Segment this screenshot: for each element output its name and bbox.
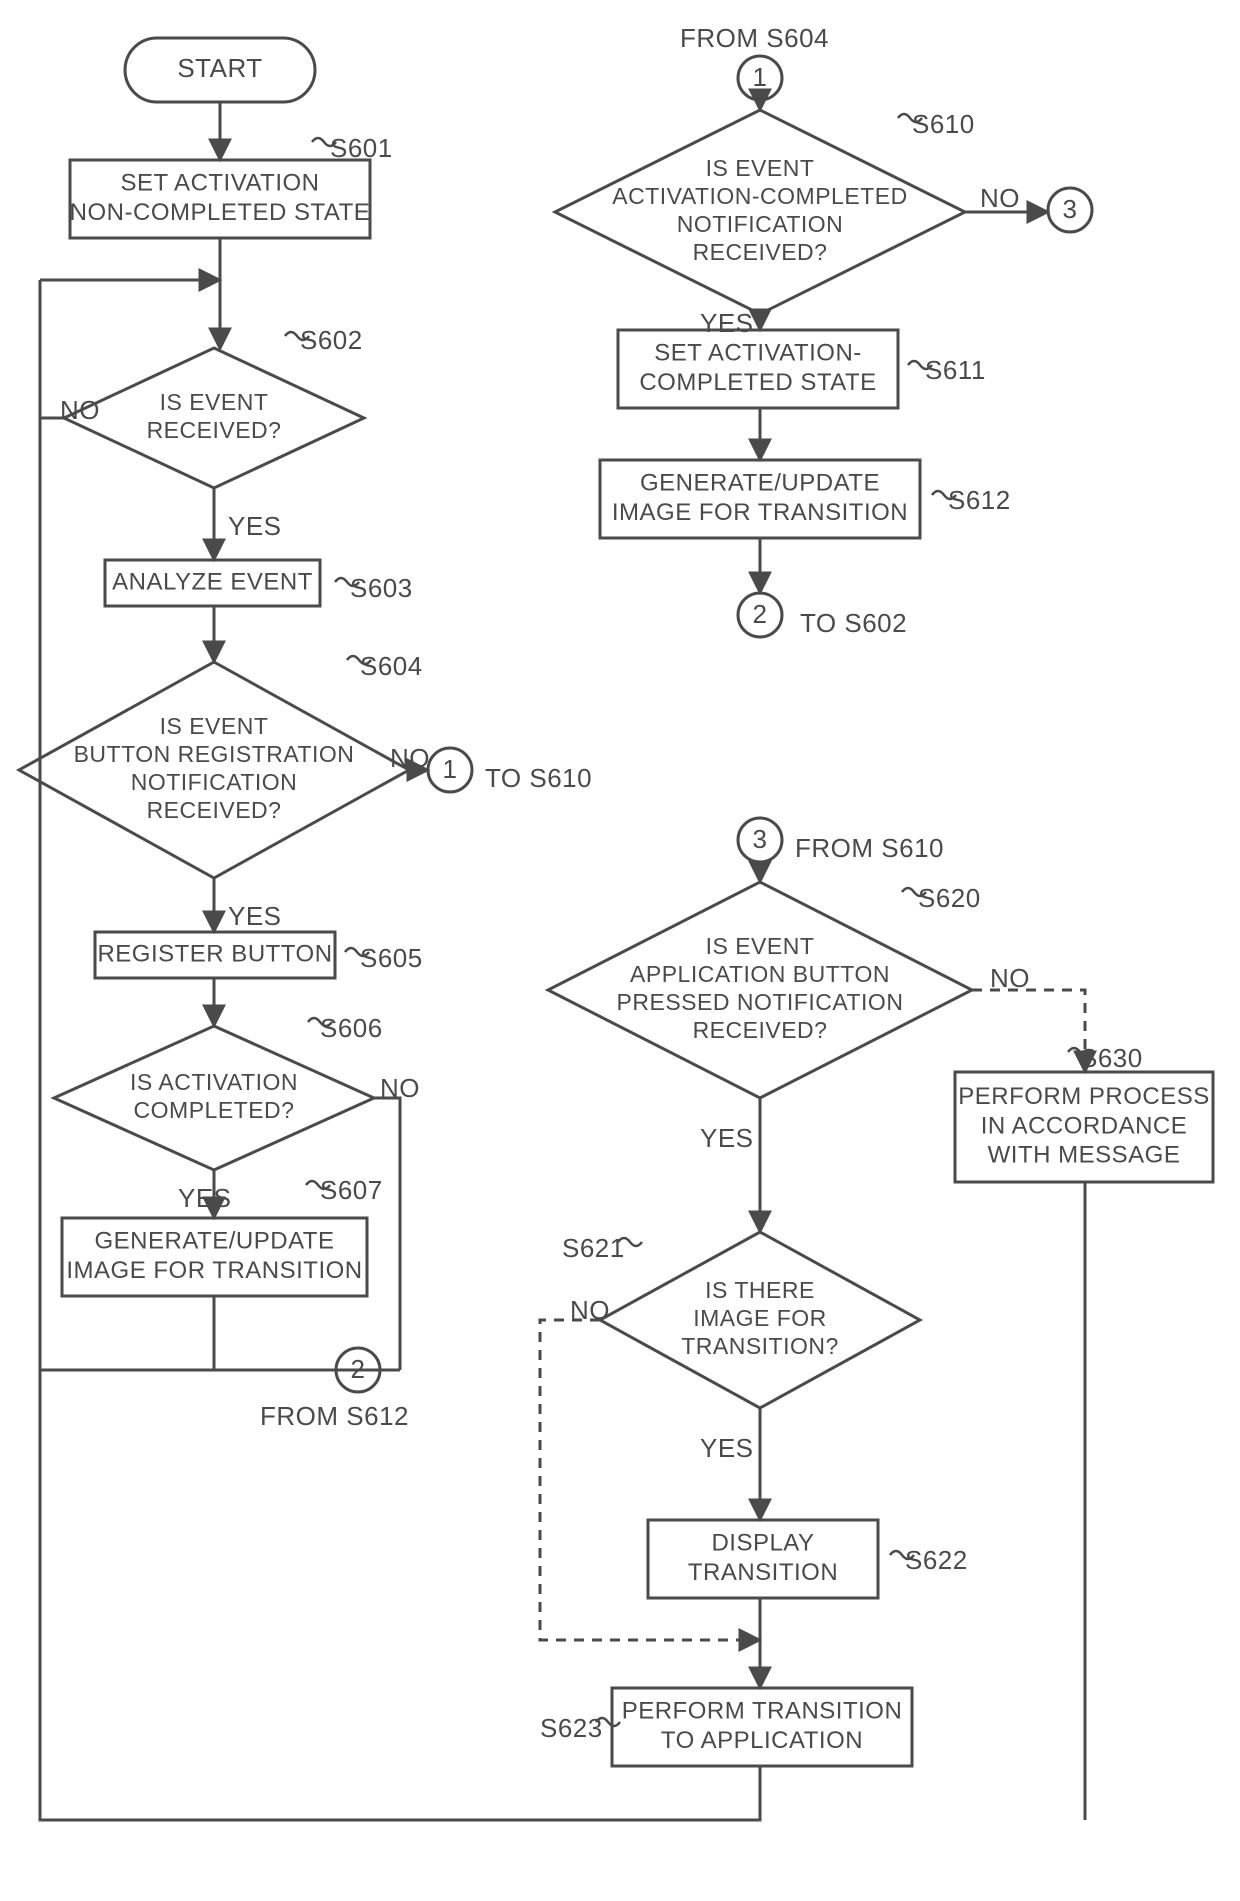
label-from_s612: FROM S612 <box>260 1401 409 1431</box>
flowchart-diagram: START SET ACTIVATIONNON-COMPLETED STATE AN… <box>0 0 1240 1901</box>
svg-text:IS THERE: IS THERE <box>705 1277 815 1303</box>
svg-text:3: 3 <box>753 824 768 854</box>
svg-text:START: START <box>177 53 262 83</box>
label-yes606: YES <box>178 1183 232 1213</box>
svg-text:2: 2 <box>753 599 768 629</box>
edge <box>40 1370 760 1820</box>
label-yes604: YES <box>228 901 282 931</box>
svg-text:PERFORM PROCESS: PERFORM PROCESS <box>958 1083 1210 1110</box>
svg-text:PERFORM TRANSITION: PERFORM TRANSITION <box>622 1698 903 1725</box>
label-s622: S622 <box>905 1545 968 1575</box>
label-to_s610: TO S610 <box>485 763 592 793</box>
label-no621: NO <box>570 1295 610 1325</box>
svg-text:GENERATE/UPDATE: GENERATE/UPDATE <box>640 470 880 497</box>
svg-text:REGISTER BUTTON: REGISTER BUTTON <box>97 940 332 967</box>
svg-text:BUTTON REGISTRATION: BUTTON REGISTRATION <box>74 741 355 767</box>
label-yes620: YES <box>700 1123 754 1153</box>
svg-text:APPLICATION BUTTON: APPLICATION BUTTON <box>630 961 890 987</box>
label-s606: S606 <box>320 1013 383 1043</box>
label-yes602: YES <box>228 511 282 541</box>
label-s621: S621 <box>562 1233 625 1263</box>
svg-text:1: 1 <box>753 62 768 92</box>
svg-text:RECEIVED?: RECEIVED? <box>147 797 282 823</box>
svg-text:GENERATE/UPDATE: GENERATE/UPDATE <box>95 1228 335 1255</box>
svg-text:IMAGE FOR TRANSITION: IMAGE FOR TRANSITION <box>612 499 908 526</box>
svg-text:RECEIVED?: RECEIVED? <box>147 417 282 443</box>
svg-text:IS EVENT: IS EVENT <box>706 155 815 181</box>
label-no602: NO <box>60 395 100 425</box>
svg-text:1: 1 <box>443 754 458 784</box>
svg-text:ANALYZE EVENT: ANALYZE EVENT <box>112 568 313 595</box>
label-s604: S604 <box>360 651 423 681</box>
svg-text:PRESSED NOTIFICATION: PRESSED NOTIFICATION <box>617 989 904 1015</box>
label-yes621: YES <box>700 1433 754 1463</box>
label-yes610: YES <box>700 308 754 338</box>
svg-text:IS EVENT: IS EVENT <box>160 389 269 415</box>
svg-text:TRANSITION?: TRANSITION? <box>681 1333 839 1359</box>
label-s601: S601 <box>330 133 393 163</box>
label-s630: S630 <box>1080 1043 1143 1073</box>
svg-text:TRANSITION: TRANSITION <box>688 1559 838 1586</box>
edge-dashed <box>972 990 1085 1072</box>
svg-text:IS EVENT: IS EVENT <box>160 713 269 739</box>
svg-text:IS EVENT: IS EVENT <box>706 933 815 959</box>
label-s607: S607 <box>320 1175 383 1205</box>
label-s603: S603 <box>350 573 413 603</box>
label-s620: S620 <box>918 883 981 913</box>
label-to_s602: TO S602 <box>800 608 907 638</box>
svg-text:NOTIFICATION: NOTIFICATION <box>131 769 298 795</box>
svg-text:RECEIVED?: RECEIVED? <box>693 1017 828 1043</box>
label-s610: S610 <box>912 109 975 139</box>
svg-text:IS ACTIVATION: IS ACTIVATION <box>130 1069 298 1095</box>
edge-dashed <box>540 1320 760 1640</box>
label-no620: NO <box>990 963 1030 993</box>
svg-text:2: 2 <box>351 1354 366 1384</box>
svg-text:COMPLETED STATE: COMPLETED STATE <box>639 369 876 396</box>
svg-text:RECEIVED?: RECEIVED? <box>693 239 828 265</box>
label-s605: S605 <box>360 943 423 973</box>
label-s602: S602 <box>300 325 363 355</box>
svg-text:DISPLAY: DISPLAY <box>711 1530 814 1557</box>
label-no606: NO <box>380 1073 420 1103</box>
svg-text:IMAGE FOR TRANSITION: IMAGE FOR TRANSITION <box>66 1257 362 1284</box>
svg-text:COMPLETED?: COMPLETED? <box>134 1097 295 1123</box>
svg-text:NOTIFICATION: NOTIFICATION <box>677 211 844 237</box>
label-s612: S612 <box>948 485 1011 515</box>
label-no610: NO <box>980 183 1020 213</box>
label-no604: NO <box>390 743 430 773</box>
svg-text:SET ACTIVATION: SET ACTIVATION <box>120 170 319 197</box>
svg-text:IMAGE FOR: IMAGE FOR <box>693 1305 827 1331</box>
svg-text:3: 3 <box>1063 194 1078 224</box>
label-s623: S623 <box>540 1713 603 1743</box>
svg-text:IN ACCORDANCE: IN ACCORDANCE <box>981 1112 1188 1139</box>
svg-text:SET ACTIVATION-: SET ACTIVATION- <box>654 340 862 367</box>
svg-text:TO APPLICATION: TO APPLICATION <box>661 1727 863 1754</box>
edge <box>374 1098 400 1370</box>
svg-text:WITH MESSAGE: WITH MESSAGE <box>988 1142 1181 1169</box>
label-from_s604: FROM S604 <box>680 23 829 53</box>
label-from_s610: FROM S610 <box>795 833 944 863</box>
svg-text:ACTIVATION-COMPLETED: ACTIVATION-COMPLETED <box>612 183 907 209</box>
svg-text:NON-COMPLETED STATE: NON-COMPLETED STATE <box>70 199 371 226</box>
label-s611: S611 <box>925 355 986 385</box>
